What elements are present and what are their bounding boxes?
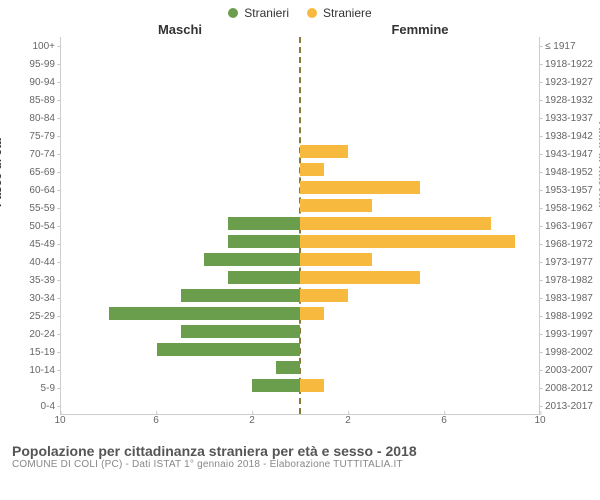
age-row: 70-741943-1947 <box>61 145 539 163</box>
bar-male <box>181 325 301 338</box>
bar-female <box>300 145 348 158</box>
bar-female <box>300 217 491 230</box>
birth-year-label: 1963-1967 <box>539 221 593 232</box>
bar-male <box>228 217 300 230</box>
age-row: 20-241993-1997 <box>61 325 539 343</box>
age-row: 45-491968-1972 <box>61 235 539 253</box>
x-tick: 10 <box>54 415 65 426</box>
column-title-right: Femmine <box>300 22 540 37</box>
birth-year-label: 1923-1927 <box>539 77 593 88</box>
bar-female <box>300 181 420 194</box>
x-tick: 10 <box>534 415 545 426</box>
birth-year-label: 1973-1977 <box>539 257 593 268</box>
x-tick: 2 <box>345 415 351 426</box>
x-tick: 6 <box>153 415 159 426</box>
age-row: 40-441973-1977 <box>61 253 539 271</box>
age-row: 75-791938-1942 <box>61 127 539 145</box>
age-row: 60-641953-1957 <box>61 181 539 199</box>
age-row: 25-291988-1992 <box>61 307 539 325</box>
birth-year-label: 1998-2002 <box>539 347 593 358</box>
birth-year-label: 1983-1987 <box>539 293 593 304</box>
age-row: 35-391978-1982 <box>61 271 539 289</box>
bar-male <box>157 343 300 356</box>
y-axis-title-left: Fasce di età <box>0 138 4 207</box>
birth-year-label: 1928-1932 <box>539 95 593 106</box>
birth-year-label: 1958-1962 <box>539 203 593 214</box>
age-row: 85-891928-1932 <box>61 91 539 109</box>
age-row: 90-941923-1927 <box>61 73 539 91</box>
column-title-left: Maschi <box>60 22 300 37</box>
bar-female <box>300 163 324 176</box>
population-pyramid-chart: Stranieri Straniere Maschi Femmine Fasce… <box>0 0 600 500</box>
bar-male <box>228 235 300 248</box>
legend-item-female: Straniere <box>307 6 372 20</box>
age-row: 80-841933-1937 <box>61 109 539 127</box>
age-row: 5-92008-2012 <box>61 379 539 397</box>
legend-item-male: Stranieri <box>228 6 289 20</box>
age-row: 50-541963-1967 <box>61 217 539 235</box>
birth-year-label: 1943-1947 <box>539 149 593 160</box>
age-row: 95-991918-1922 <box>61 55 539 73</box>
bar-male <box>109 307 300 320</box>
birth-year-label: ≤ 1917 <box>539 41 576 52</box>
chart-footer: Popolazione per cittadinanza straniera p… <box>0 435 600 470</box>
bar-female <box>300 235 515 248</box>
legend: Stranieri Straniere <box>0 0 600 20</box>
bar-female <box>300 271 420 284</box>
age-row: 55-591958-1962 <box>61 199 539 217</box>
age-row: 15-191998-2002 <box>61 343 539 361</box>
birth-year-label: 2008-2012 <box>539 383 593 394</box>
plot-area: 100+≤ 191795-991918-192290-941923-192785… <box>60 37 540 415</box>
birth-year-label: 1918-1922 <box>539 59 593 70</box>
bar-female <box>300 379 324 392</box>
bar-male <box>181 289 301 302</box>
chart-title: Popolazione per cittadinanza straniera p… <box>12 443 588 459</box>
birth-year-label: 1993-1997 <box>539 329 593 340</box>
birth-year-label: 1988-1992 <box>539 311 593 322</box>
birth-year-label: 2003-2007 <box>539 365 593 376</box>
column-titles: Maschi Femmine <box>0 20 600 37</box>
x-axis: 10622610 <box>60 415 540 435</box>
bar-female <box>300 253 372 266</box>
bar-female <box>300 307 324 320</box>
chart-subtitle: COMUNE DI COLI (PC) - Dati ISTAT 1° genn… <box>12 459 588 470</box>
birth-year-label: 1938-1942 <box>539 131 593 142</box>
birth-year-label: 1948-1952 <box>539 167 593 178</box>
legend-dot-female <box>307 8 317 18</box>
legend-dot-male <box>228 8 238 18</box>
x-tick: 2 <box>249 415 255 426</box>
age-row: 65-691948-1952 <box>61 163 539 181</box>
bar-female <box>300 289 348 302</box>
bar-male <box>252 379 300 392</box>
age-row: 30-341983-1987 <box>61 289 539 307</box>
birth-year-label: 1978-1982 <box>539 275 593 286</box>
birth-year-label: 1968-1972 <box>539 239 593 250</box>
bar-male <box>276 361 300 374</box>
birth-year-label: 1953-1957 <box>539 185 593 196</box>
y-axis-title-right: Anni di nascita <box>596 122 600 207</box>
legend-label-male: Stranieri <box>244 6 289 20</box>
age-row: 100+≤ 1917 <box>61 37 539 55</box>
birth-year-label: 2013-2017 <box>539 401 593 412</box>
age-row: 0-42013-2017 <box>61 397 539 415</box>
x-tick: 6 <box>441 415 447 426</box>
legend-label-female: Straniere <box>323 6 372 20</box>
age-row: 10-142003-2007 <box>61 361 539 379</box>
birth-year-label: 1933-1937 <box>539 113 593 124</box>
bar-male <box>204 253 300 266</box>
bar-female <box>300 199 372 212</box>
bar-male <box>228 271 300 284</box>
